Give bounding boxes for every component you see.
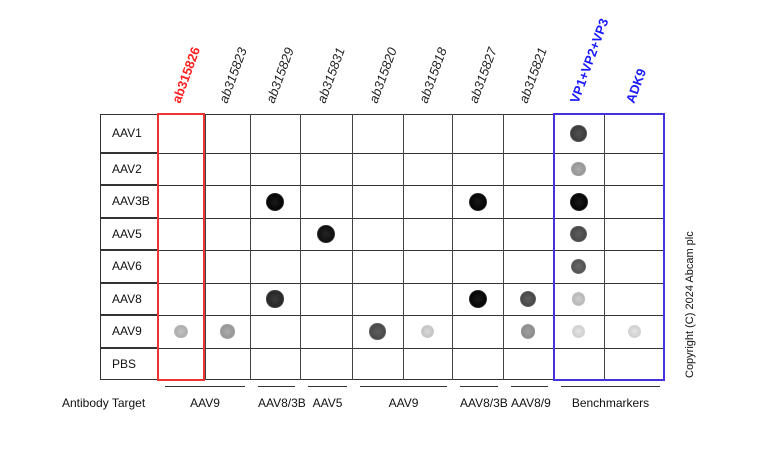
row-divider — [100, 315, 665, 316]
row-label: AAV3B — [100, 185, 157, 218]
column-divider — [250, 114, 251, 380]
column-label: ab315820 — [365, 45, 400, 105]
row-divider — [100, 283, 665, 284]
blot-dot — [571, 161, 586, 177]
column-divider — [452, 114, 453, 380]
column-label: ADK9 — [622, 66, 649, 105]
row-label: PBS — [112, 357, 137, 371]
column-divider — [205, 114, 206, 380]
row-label: AAV9 — [100, 315, 157, 348]
group-label: AAV5 — [312, 396, 343, 410]
blot-dot — [468, 192, 487, 211]
blot-dot — [174, 324, 188, 339]
column-label: ab315827 — [465, 45, 500, 105]
group-label: Benchmarkers — [571, 396, 650, 410]
highlight-box — [553, 113, 665, 381]
column-divider — [503, 114, 504, 380]
group-label: AAV8/3B — [258, 396, 306, 410]
column-divider — [403, 114, 404, 380]
blot-dot — [628, 325, 641, 338]
column-divider — [604, 114, 605, 380]
blot-dot — [220, 324, 235, 339]
blot-dot — [572, 325, 585, 338]
row-divider — [100, 218, 665, 219]
blot-dot — [266, 290, 284, 308]
row-divider — [100, 153, 665, 154]
blot-dot — [570, 258, 587, 275]
group-underline — [460, 386, 498, 387]
blot-dot — [369, 323, 386, 340]
blot-dot — [468, 290, 487, 308]
blot-dot — [570, 125, 587, 142]
blot-dot — [520, 324, 536, 339]
row-divider — [100, 250, 665, 251]
copyright: Copyright (C) 2024 Abcam plc — [684, 231, 696, 378]
blot-dot — [569, 192, 588, 211]
highlight-box — [157, 113, 205, 381]
blot-dot — [266, 192, 284, 211]
row-divider — [100, 348, 665, 349]
blot-dot — [571, 292, 586, 306]
column-label: ab315823 — [215, 45, 250, 105]
row-divider — [100, 185, 665, 186]
group-underline — [511, 386, 548, 387]
blot-dot — [317, 225, 335, 243]
group-label: AAV8/9 — [511, 396, 551, 410]
blot-dot — [570, 225, 587, 243]
row-label: AAV1 — [100, 114, 157, 153]
group-underline — [258, 386, 295, 387]
row-label: AAV6 — [100, 250, 157, 283]
column-label: ab315818 — [415, 45, 450, 105]
row-label: AAV5 — [100, 218, 157, 250]
column-divider — [300, 114, 301, 380]
group-underline — [165, 386, 245, 387]
column-label: ab315829 — [262, 45, 297, 105]
row-label: AAV2 — [100, 153, 157, 185]
blot-dot — [421, 325, 434, 338]
group-underline — [561, 386, 660, 387]
row-label: AAV8 — [100, 283, 157, 315]
group-label: AAV9 — [190, 396, 220, 410]
column-label: ab315826 — [168, 44, 204, 105]
column-label: VP1+VP2+VP3 — [566, 16, 611, 106]
column-label: ab315821 — [515, 45, 550, 105]
blot-dot — [519, 290, 537, 308]
group-label: AAV9 — [388, 396, 419, 410]
footer-label: Antibody Target — [62, 396, 146, 410]
group-label: AAV8/3B — [460, 396, 508, 410]
column-divider — [352, 114, 353, 380]
column-label: ab315831 — [313, 45, 348, 105]
group-underline — [308, 386, 347, 387]
group-underline — [360, 386, 447, 387]
